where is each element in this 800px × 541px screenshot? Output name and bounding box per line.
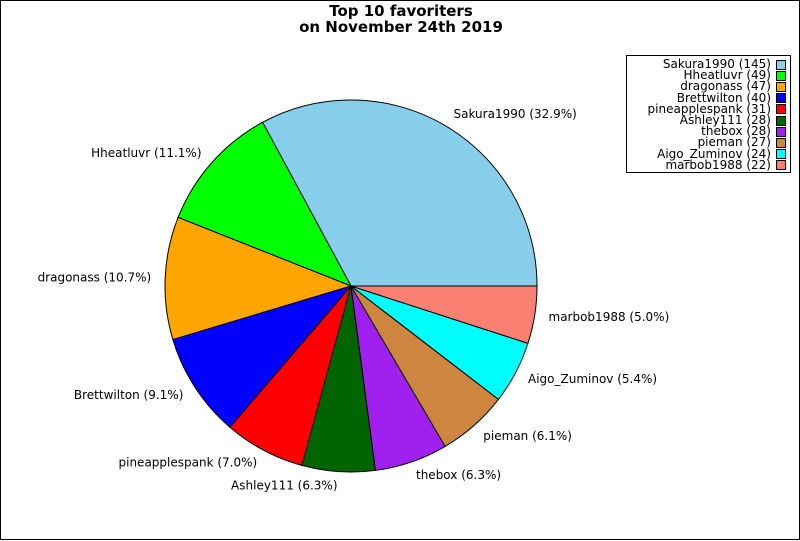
legend-entry-ashley111: Ashley111 (28) <box>631 113 786 128</box>
pie-slice-hheatluvr <box>177 121 353 287</box>
slice-label-thebox: thebox (6.3%) <box>416 468 501 482</box>
slice-label-pieman: pieman (6.1%) <box>483 429 572 443</box>
legend-swatch <box>776 93 786 104</box>
legend-label: pineapplespank (31) <box>647 101 771 116</box>
legend-entry-brettwilton: Brettwilton (40) <box>631 90 786 105</box>
legend-entry-aigo-zuminov: Aigo_Zuminov (24) <box>631 146 786 161</box>
legend-label: thebox (28) <box>701 124 771 139</box>
slice-label-aigo-zuminov: Aigo_Zuminov (5.4%) <box>528 372 657 386</box>
slice-label-dragonass: dragonass (10.7%) <box>38 271 152 285</box>
legend-swatch <box>776 137 786 148</box>
legend-swatch <box>776 115 786 126</box>
legend-entry-pineapplespank: pineapplespank (31) <box>631 101 786 116</box>
slice-label-brettwilton: Brettwilton (9.1%) <box>74 388 184 402</box>
pie-slice-sakura1990 <box>261 99 538 287</box>
chart-title-line-2: on November 24th 2019 <box>299 18 503 36</box>
legend-entry-hheatluvr: Hheatluvr (49) <box>631 68 786 83</box>
pie-slice-marbob1988 <box>350 285 538 344</box>
legend-label: marbob1988 (22) <box>665 157 771 172</box>
legend-entry-sakura1990: Sakura1990 (145) <box>631 57 786 72</box>
slice-label-ashley111: Ashley111 (6.3%) <box>231 479 337 493</box>
pie-slice-dragonass <box>164 216 353 341</box>
legend-swatch <box>776 149 786 160</box>
legend-label: Brettwilton (40) <box>676 90 771 105</box>
legend-entry-pieman: pieman (27) <box>631 135 786 150</box>
slice-label-hheatluvr: Hheatluvr (11.1%) <box>91 146 201 160</box>
chart-title-line-1: Top 10 favoriters <box>329 2 473 20</box>
legend: Sakura1990 (145) Hheatluvr (49) dragonass … <box>626 55 791 173</box>
pie-slice-brettwilton <box>172 285 353 428</box>
legend-swatch <box>776 81 786 92</box>
legend-swatch <box>776 160 786 171</box>
legend-entry-marbob1988: marbob1988 (22) <box>631 157 786 172</box>
legend-label: Hheatluvr (49) <box>683 68 772 83</box>
legend-entry-dragonass: dragonass (47) <box>631 79 786 94</box>
legend-label: pieman (27) <box>697 135 771 150</box>
legend-entry-thebox: thebox (28) <box>631 124 786 139</box>
slice-label-marbob1988: marbob1988 (5.0%) <box>549 310 670 324</box>
legend-label: Sakura1990 (145) <box>662 57 771 72</box>
legend-swatch <box>776 104 786 115</box>
legend-swatch <box>776 59 786 70</box>
chart-title: Top 10 favoriters on November 24th 2019 <box>1 3 800 35</box>
legend-swatch <box>776 126 786 137</box>
legend-swatch <box>776 70 786 81</box>
slice-label-pineapplespank: pineapplespank (7.0%) <box>119 456 258 470</box>
legend-label: Ashley111 (28) <box>679 113 771 128</box>
legend-label: Aigo_Zuminov (24) <box>657 146 771 161</box>
slice-label-sakura1990: Sakura1990 (32.9%) <box>454 107 577 121</box>
legend-label: dragonass (47) <box>680 79 771 94</box>
